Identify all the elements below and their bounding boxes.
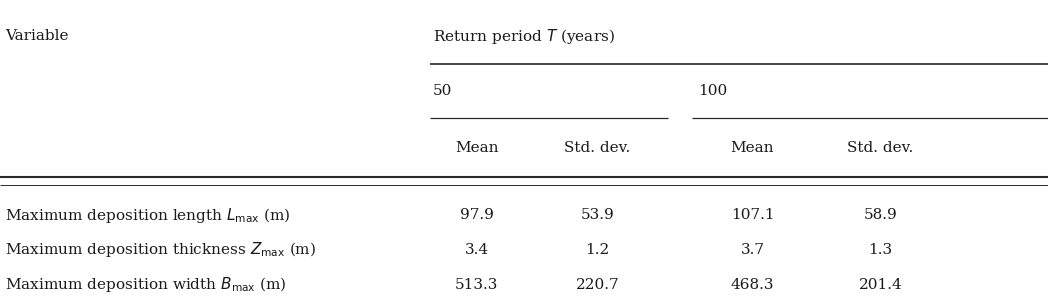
Text: 220.7: 220.7 [575,278,619,292]
Text: 1.3: 1.3 [868,243,893,257]
Text: 50: 50 [433,84,452,98]
Text: Return period $T$ (years): Return period $T$ (years) [433,27,615,46]
Text: 1.2: 1.2 [585,243,610,257]
Text: 3.4: 3.4 [464,243,489,257]
Text: 513.3: 513.3 [455,278,499,292]
Text: Variable: Variable [5,29,69,43]
Text: 201.4: 201.4 [858,278,902,292]
Text: 100: 100 [698,84,727,98]
Text: Std. dev.: Std. dev. [564,142,631,155]
Text: 3.7: 3.7 [741,243,764,257]
Text: 107.1: 107.1 [730,208,774,222]
Text: Maximum deposition width $B_{\mathrm{max}}$ (m): Maximum deposition width $B_{\mathrm{max… [5,275,287,294]
Text: 58.9: 58.9 [864,208,897,222]
Text: 97.9: 97.9 [460,208,494,222]
Text: 468.3: 468.3 [730,278,774,292]
Text: 53.9: 53.9 [581,208,614,222]
Text: Maximum deposition length $L_{\mathrm{max}}$ (m): Maximum deposition length $L_{\mathrm{ma… [5,206,290,225]
Text: Maximum deposition thickness $Z_{\mathrm{max}}$ (m): Maximum deposition thickness $Z_{\mathrm… [5,241,316,259]
Text: Mean: Mean [730,142,774,155]
Text: Std. dev.: Std. dev. [847,142,914,155]
Text: Mean: Mean [455,142,499,155]
